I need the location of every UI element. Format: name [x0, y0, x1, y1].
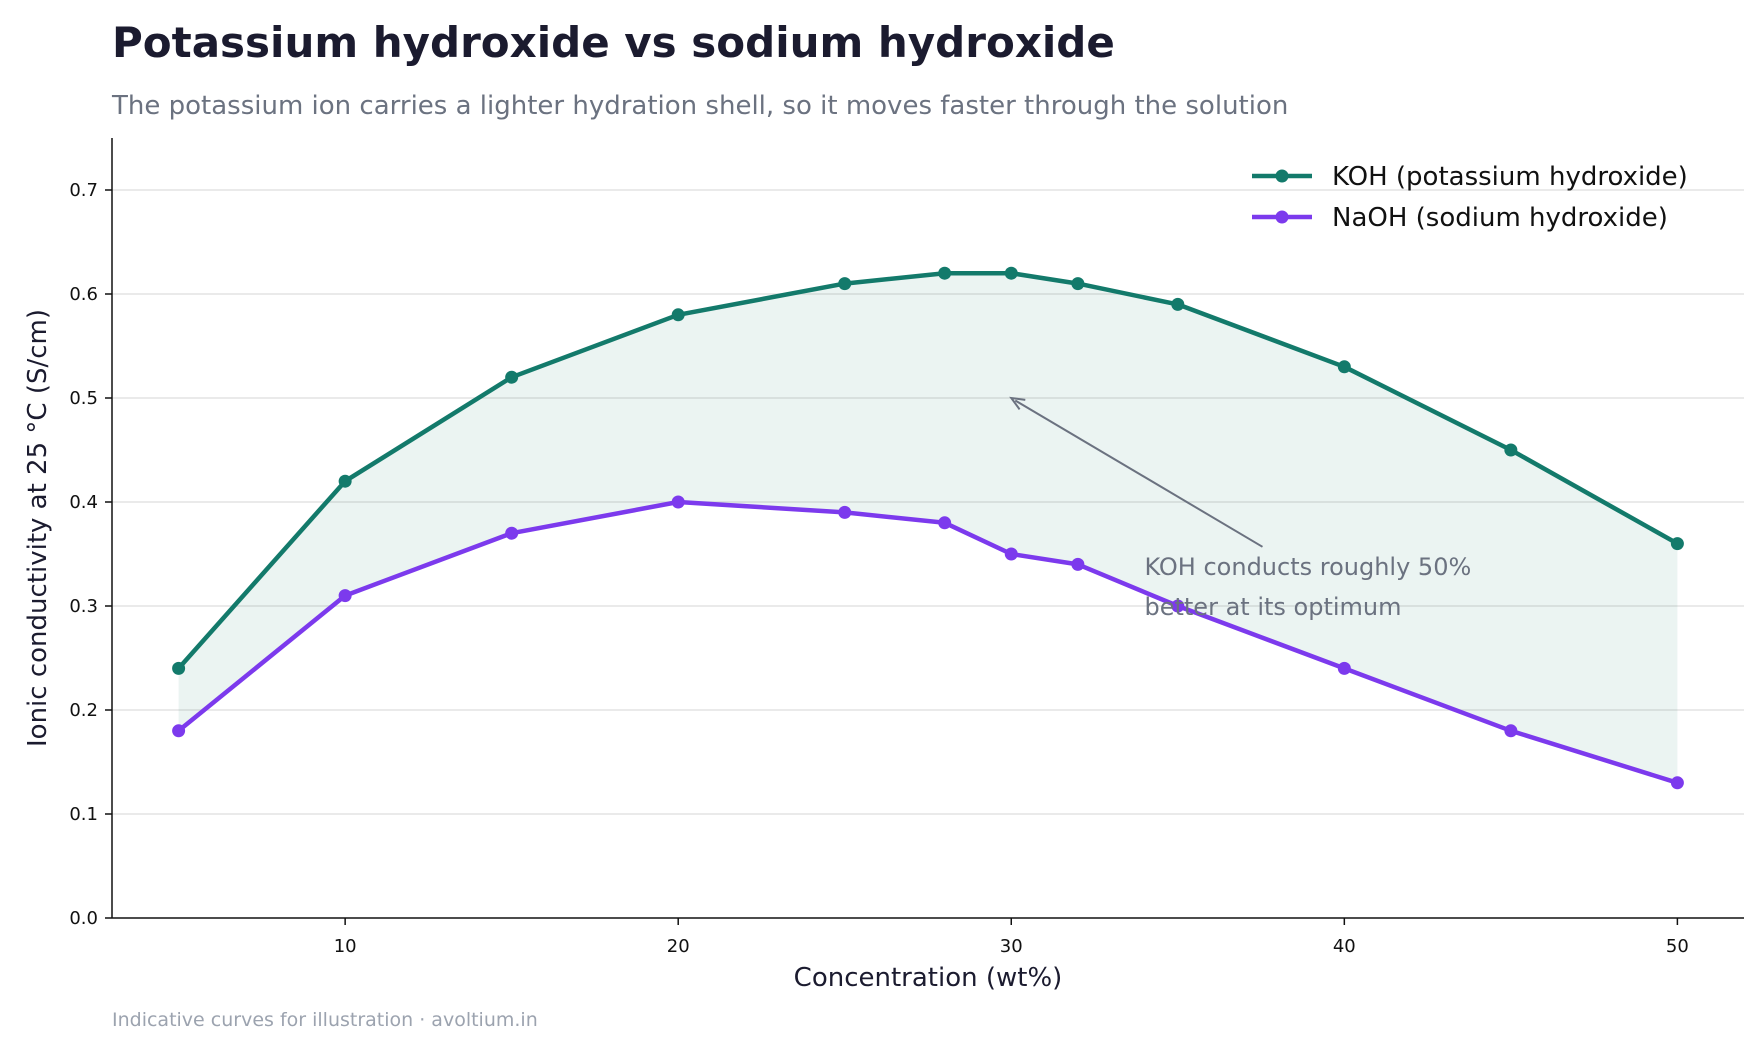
x-tick-label: 50 [1666, 936, 1689, 957]
annotation-arrow [1014, 399, 1263, 548]
data-point-naoh [1171, 599, 1185, 613]
y-tick-label: 0.1 [69, 804, 98, 825]
data-point-koh [1004, 266, 1018, 280]
series-line-naoh [176, 499, 1680, 786]
data-point-naoh [1071, 557, 1085, 571]
legend-marker-koh [1275, 169, 1289, 183]
x-tick-label: 20 [667, 936, 690, 957]
y-tick-label: 0.7 [69, 180, 98, 201]
data-point-naoh [505, 526, 519, 540]
x-tick-label: 30 [1000, 936, 1023, 957]
data-point-naoh [838, 505, 852, 519]
data-point-koh [338, 474, 352, 488]
gridlines [112, 189, 1744, 815]
legend: KOH (potassium hydroxide) NaOH (sodium h… [1252, 162, 1688, 233]
difference-fill-area [178, 273, 1678, 783]
y-tick-label: 0.4 [69, 492, 98, 513]
y-axis-label: Ionic conductivity at 25 °C (S/cm) [23, 309, 53, 747]
data-point-koh [1171, 297, 1185, 311]
data-point-naoh [338, 589, 352, 603]
data-point-koh [505, 370, 519, 384]
data-point-koh [838, 277, 852, 291]
data-point-koh [1670, 537, 1684, 551]
data-point-naoh [1004, 547, 1018, 561]
data-point-naoh [1670, 776, 1684, 790]
data-point-koh [1504, 443, 1518, 457]
data-point-koh [671, 308, 685, 322]
data-point-koh [172, 661, 186, 675]
data-point-koh [1337, 360, 1351, 374]
annotation-line-1: KOH conducts roughly 50% [1144, 553, 1471, 581]
legend-marker-naoh [1275, 210, 1289, 224]
x-tick-label: 40 [1333, 936, 1356, 957]
y-axis-ticks: 0.0 0.1 0.2 0.3 0.4 0.5 0.6 0.7 [69, 180, 112, 929]
x-axis-label: Concentration (wt%) [794, 963, 1063, 993]
legend-label-koh: KOH (potassium hydroxide) [1332, 162, 1688, 192]
footer-note: Indicative curves for illustration · avo… [112, 1009, 538, 1031]
data-point-naoh [1337, 661, 1351, 675]
chart-title: Potassium hydroxide vs sodium hydroxide [112, 18, 1115, 67]
annotation: KOH conducts roughly 50% better at its o… [1009, 396, 1471, 621]
series-line-koh [176, 270, 1680, 671]
series-layer [172, 266, 1684, 790]
y-tick-label: 0.2 [69, 700, 98, 721]
y-tick-label: 0.6 [69, 284, 98, 305]
chart-subtitle: The potassium ion carries a lighter hydr… [111, 91, 1288, 121]
annotation-line-2: better at its optimum [1144, 593, 1401, 621]
annotation-arrowhead [1009, 396, 1026, 410]
data-point-koh [938, 266, 952, 280]
y-tick-label: 0.5 [69, 388, 98, 409]
data-point-naoh [1504, 724, 1518, 738]
data-point-koh [1071, 277, 1085, 291]
legend-label-naoh: NaOH (sodium hydroxide) [1332, 203, 1668, 233]
x-axis-ticks: 10 20 30 40 50 [334, 918, 1689, 957]
y-tick-label: 0.0 [69, 908, 98, 929]
data-point-naoh [172, 724, 186, 738]
data-point-naoh [938, 516, 952, 530]
x-tick-label: 10 [334, 936, 357, 957]
y-tick-label: 0.3 [69, 596, 98, 617]
data-point-naoh [671, 495, 685, 509]
